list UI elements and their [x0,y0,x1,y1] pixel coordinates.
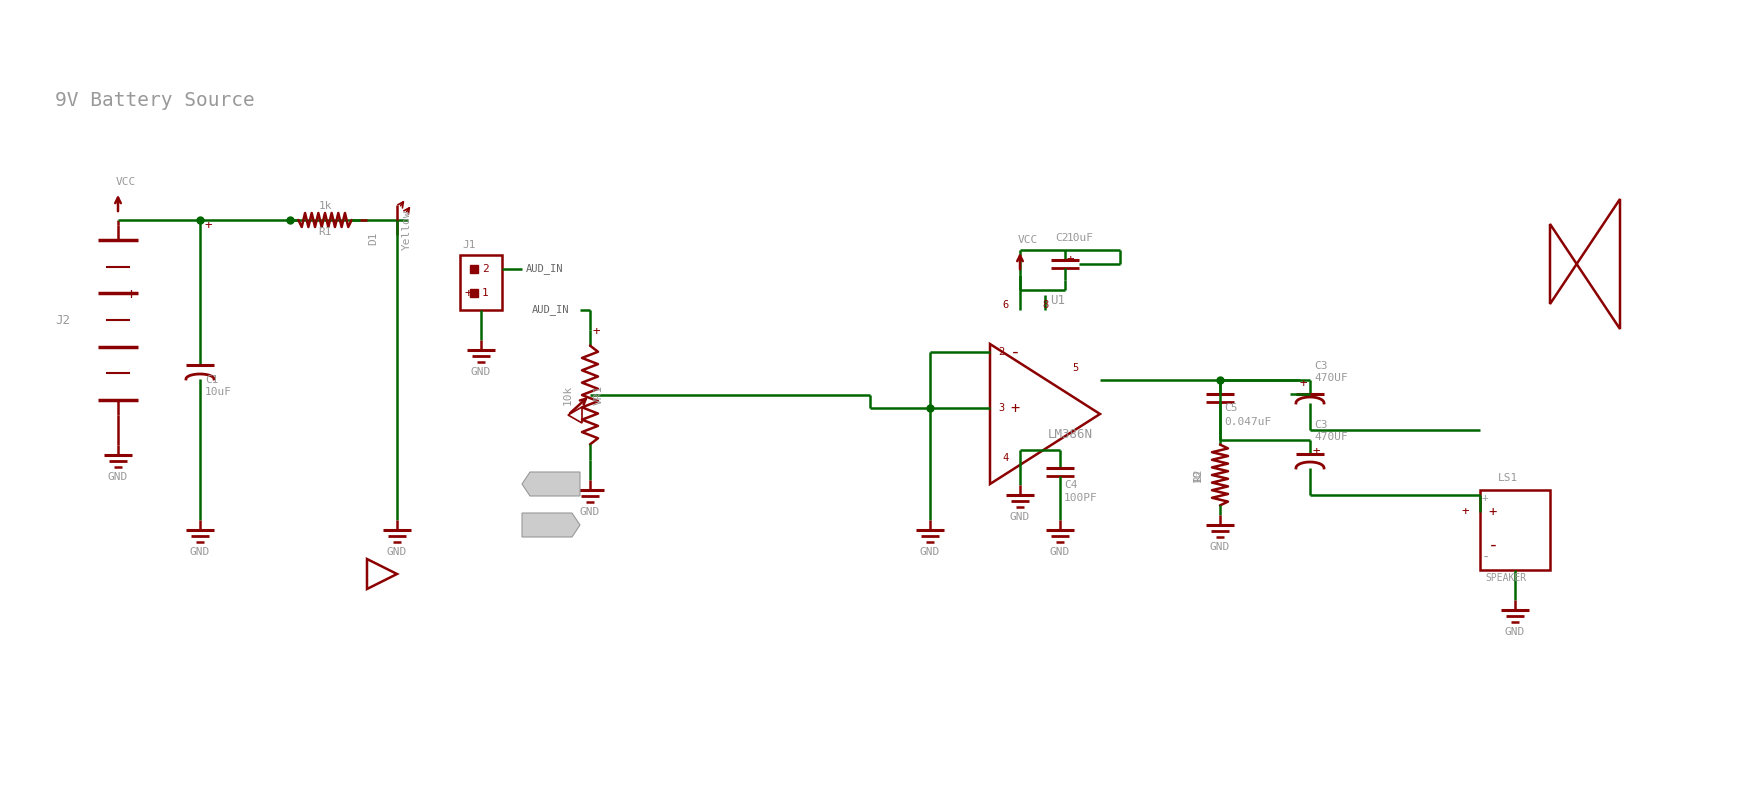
Text: C3: C3 [1314,420,1328,430]
Text: C3: C3 [1314,361,1328,371]
Text: GND: GND [471,367,491,377]
FancyBboxPatch shape [1479,490,1550,570]
Polygon shape [522,472,580,496]
Text: +: + [1312,445,1321,458]
Text: -: - [1010,343,1020,361]
Text: 4: 4 [1003,453,1008,463]
Text: 1: 1 [482,288,489,298]
Text: 10: 10 [1193,468,1203,482]
Polygon shape [522,513,580,537]
Text: D1: D1 [368,231,378,245]
Text: +: + [1300,376,1307,390]
Text: +: + [1068,253,1075,267]
Text: +: + [1462,506,1469,518]
Text: VCC: VCC [116,177,135,187]
Text: GND: GND [1210,542,1230,552]
Text: GND: GND [107,472,128,482]
Text: 470UF: 470UF [1314,373,1347,383]
Text: GND: GND [387,547,406,557]
Text: +: + [127,287,135,303]
Text: AUD_IN: AUD_IN [531,305,570,315]
Text: Yellow: Yellow [403,210,412,250]
Text: 2: 2 [482,264,489,274]
Text: AUD_IN: AUD_IN [526,264,563,275]
Text: GND: GND [1010,512,1031,522]
Text: +: + [464,287,473,299]
Text: SPEAKER: SPEAKER [1485,573,1527,583]
Text: C5: C5 [1224,403,1238,413]
Text: 3: 3 [997,403,1004,413]
Text: LS1: LS1 [1499,473,1518,483]
Text: 0.047uF: 0.047uF [1224,417,1272,427]
Text: +: + [206,218,213,232]
Text: LM386N: LM386N [1048,429,1092,441]
Text: 2: 2 [997,347,1004,357]
Text: 10uF: 10uF [1068,233,1094,243]
Text: 1k: 1k [318,201,332,211]
Text: 10uF: 10uF [206,387,232,397]
Text: C4: C4 [1064,480,1078,490]
Text: C1: C1 [206,375,218,385]
Text: GND: GND [920,547,939,557]
Text: 8: 8 [1041,300,1048,310]
Text: GND: GND [1050,547,1069,557]
Text: R2: R2 [1193,468,1203,482]
Text: J2: J2 [55,314,70,326]
Text: GND: GND [190,547,209,557]
Text: +: + [1488,505,1497,519]
Text: 9V Battery Source: 9V Battery Source [55,91,255,110]
Text: VR1: VR1 [595,385,603,405]
Text: +: + [1483,493,1488,503]
Text: +: + [593,326,600,338]
Text: -: - [1483,551,1490,565]
Text: -: - [1488,536,1499,554]
Text: 10k: 10k [563,385,573,405]
FancyBboxPatch shape [461,255,501,310]
Text: +: + [1010,400,1018,415]
Text: J1: J1 [463,240,475,250]
Text: 5: 5 [1071,363,1078,373]
Text: GND: GND [580,507,600,517]
Text: C2: C2 [1055,233,1068,243]
Text: GND: GND [1506,627,1525,637]
Text: 470UF: 470UF [1314,432,1347,442]
Text: U1: U1 [1050,294,1064,306]
Text: VCC: VCC [1018,235,1038,245]
Text: 100PF: 100PF [1064,493,1098,503]
Text: R1: R1 [318,227,332,237]
Text: 6: 6 [1003,300,1008,310]
